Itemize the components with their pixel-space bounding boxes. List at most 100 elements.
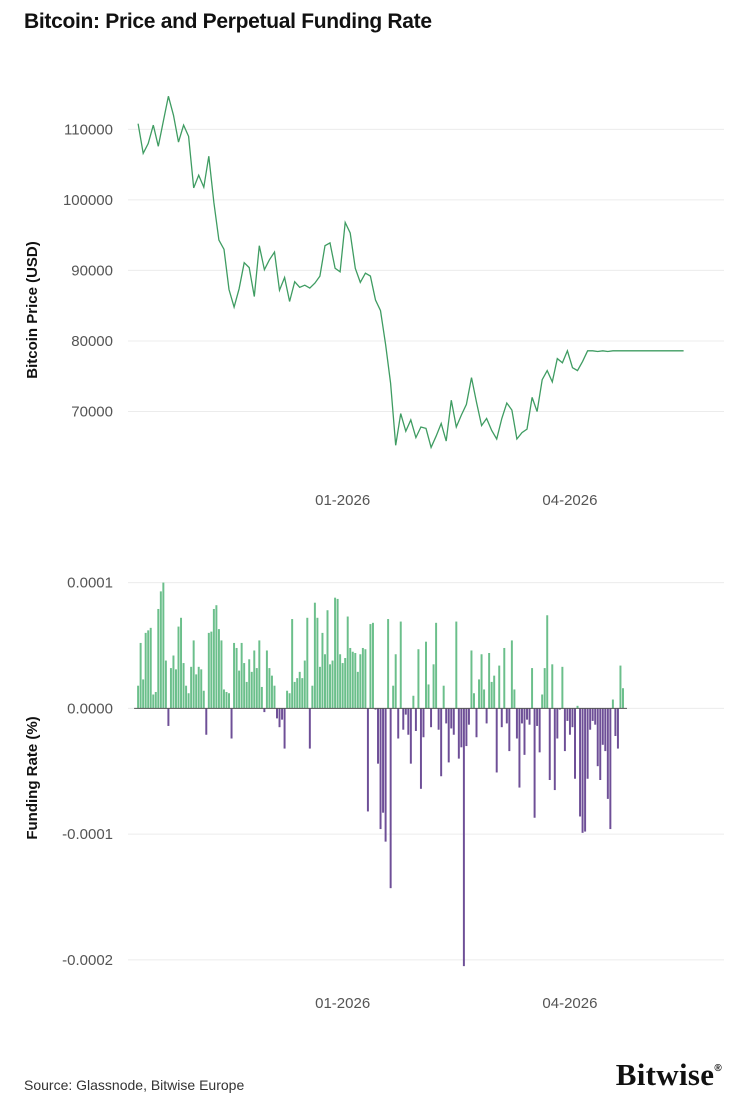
funding-bar bbox=[488, 653, 491, 709]
funding-bar bbox=[217, 629, 220, 709]
funding-chart: -0.0002 -0.0001 0.0000 0.0001 01-2026 04-202… bbox=[24, 575, 724, 1012]
funding-bar bbox=[273, 685, 276, 709]
funding-bar bbox=[402, 708, 405, 730]
funding-bar bbox=[455, 621, 458, 709]
funding-bar bbox=[526, 708, 528, 720]
funding-bar bbox=[240, 642, 243, 709]
funding-bar bbox=[563, 708, 566, 752]
funding-bar bbox=[546, 615, 549, 709]
funding-bar bbox=[601, 708, 604, 745]
funding-bar bbox=[286, 690, 289, 709]
funding-bar bbox=[465, 708, 468, 747]
funding-bar bbox=[558, 708, 561, 710]
funding-bar bbox=[253, 650, 256, 709]
funding-bar bbox=[425, 641, 427, 709]
funding-bar bbox=[392, 685, 395, 709]
funding-bar bbox=[313, 602, 316, 709]
funding-bar bbox=[490, 681, 493, 709]
funding-bar bbox=[442, 685, 445, 709]
funding-bar bbox=[478, 679, 481, 709]
funding-bar bbox=[551, 664, 554, 709]
funding-bar bbox=[452, 708, 455, 735]
funding-bar bbox=[359, 654, 362, 709]
funding-bar bbox=[447, 708, 450, 763]
funding-bar bbox=[301, 678, 304, 709]
funding-x-ticks: 01-2026 04-2026 bbox=[315, 995, 597, 1012]
funding-bar bbox=[619, 665, 622, 709]
funding-bar bbox=[609, 708, 612, 830]
funding-bar bbox=[159, 591, 162, 709]
funding-bar bbox=[177, 626, 180, 709]
funding-bar bbox=[157, 608, 160, 709]
funding-bar bbox=[579, 708, 582, 817]
funding-bar bbox=[379, 708, 382, 830]
x-tick-label: 01-2026 bbox=[315, 492, 370, 509]
funding-bar bbox=[339, 654, 342, 709]
funding-bar bbox=[604, 708, 607, 752]
funding-bar bbox=[541, 694, 544, 709]
funding-bar bbox=[200, 669, 203, 709]
funding-bar bbox=[462, 708, 465, 967]
funding-bar bbox=[278, 708, 281, 728]
funding-bar bbox=[245, 681, 248, 709]
funding-bar bbox=[414, 708, 417, 731]
funding-bar bbox=[574, 708, 576, 779]
funding-bar bbox=[427, 684, 430, 709]
funding-bar bbox=[518, 708, 521, 788]
funding-bar bbox=[594, 708, 597, 725]
y-tick-label: -0.0002 bbox=[62, 952, 113, 969]
funding-bar bbox=[480, 654, 483, 709]
funding-bar bbox=[500, 708, 503, 728]
funding-bar bbox=[349, 647, 352, 709]
funding-bar bbox=[326, 610, 329, 709]
funding-bar bbox=[167, 708, 170, 726]
funding-y-axis-title: Funding Rate (%) bbox=[24, 716, 41, 839]
funding-bar bbox=[296, 678, 299, 709]
funding-bar bbox=[364, 649, 367, 709]
funding-bar bbox=[513, 689, 516, 709]
funding-bar bbox=[556, 708, 559, 739]
funding-bar bbox=[291, 619, 294, 709]
funding-bar bbox=[561, 666, 564, 709]
funding-bar bbox=[576, 705, 579, 709]
funding-bar bbox=[437, 708, 440, 730]
funding-bar bbox=[548, 708, 551, 781]
x-tick-label: 01-2026 bbox=[315, 995, 370, 1012]
funding-bar bbox=[230, 708, 233, 739]
funding-bar bbox=[571, 708, 574, 728]
funding-bar bbox=[356, 671, 359, 709]
funding-bar bbox=[321, 632, 324, 709]
funding-bar bbox=[336, 598, 339, 709]
funding-bar bbox=[440, 708, 443, 777]
funding-bar bbox=[584, 708, 587, 832]
funding-bar bbox=[417, 649, 420, 709]
funding-bar bbox=[154, 691, 157, 709]
funding-bar bbox=[581, 708, 584, 833]
funding-bar bbox=[306, 617, 309, 709]
funding-bar bbox=[139, 642, 142, 709]
x-tick-label: 04-2026 bbox=[542, 492, 597, 509]
funding-bar bbox=[316, 617, 319, 709]
funding-bar bbox=[412, 695, 415, 709]
funding-gridlines bbox=[128, 582, 724, 961]
funding-bar bbox=[483, 689, 486, 709]
funding-bar bbox=[318, 666, 321, 709]
bitwise-logo: Bitwise® bbox=[615, 1057, 722, 1092]
funding-bar bbox=[293, 681, 296, 709]
funding-bar bbox=[470, 650, 473, 709]
y-tick-label: 90000 bbox=[71, 262, 113, 279]
price-chart: 70000 80000 90000 100000 110000 01-2026 04-20… bbox=[24, 96, 724, 509]
funding-bar bbox=[586, 708, 589, 779]
funding-bar bbox=[329, 664, 332, 709]
funding-bar bbox=[341, 663, 344, 709]
y-tick-label: 80000 bbox=[71, 333, 113, 350]
funding-bar bbox=[263, 708, 266, 713]
funding-bar bbox=[528, 708, 531, 725]
funding-bar bbox=[187, 693, 190, 709]
funding-bar bbox=[182, 663, 185, 709]
funding-bar bbox=[169, 668, 172, 709]
funding-bar bbox=[614, 708, 617, 736]
funding-bar bbox=[243, 663, 246, 709]
funding-bar bbox=[361, 647, 364, 709]
funding-bar bbox=[394, 654, 397, 709]
